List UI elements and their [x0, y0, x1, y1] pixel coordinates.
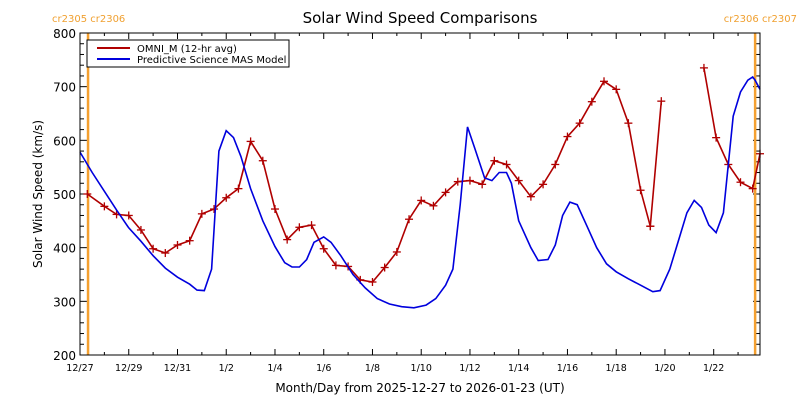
omni-data-point: [736, 178, 745, 187]
x-tick-label: 12/29: [115, 363, 142, 374]
omni-data-point: [514, 176, 523, 185]
omni-data-point: [712, 133, 721, 142]
x-tick-label: 1/18: [606, 363, 627, 374]
omni-data-point: [136, 225, 145, 234]
omni-data-point: [490, 156, 499, 165]
omni-data-point: [575, 119, 584, 128]
legend: OMNI_M (12-hr avg)Predictive Science MAS…: [86, 39, 290, 68]
x-tick-label: 1/20: [654, 363, 675, 374]
omni-data-point: [478, 180, 487, 189]
x-tick-label: 1/14: [508, 363, 529, 374]
x-tick-label: 1/8: [365, 363, 380, 374]
y-tick-label: 600: [53, 134, 76, 148]
omni-data-point: [600, 77, 609, 86]
omni-data-point: [657, 97, 666, 106]
x-tick-label: 1/6: [316, 363, 331, 374]
legend-label: OMNI_M (12-hr avg): [137, 44, 237, 55]
omni-data-point: [246, 137, 255, 146]
carrington-label: cr2305 cr2306: [52, 14, 125, 25]
omni-data-point: [234, 184, 243, 193]
x-axis: 12/27 12/29 12/31 1/2 1/4 1/6 1/8 1/10 1/12 1/14 1…: [66, 33, 739, 374]
y-axis: 200 300 400 500 600 700 800: [53, 27, 760, 363]
omni-data-point: [417, 196, 426, 205]
omni-data-point: [161, 249, 170, 258]
plot-frame: [79, 32, 761, 356]
omni-data-point: [563, 132, 572, 141]
omni-data-point: [699, 63, 708, 72]
omni-data-point: [551, 160, 560, 169]
x-tick-label: 1/12: [459, 363, 480, 374]
omni-data-point: [624, 119, 633, 128]
mas-model-line: [79, 75, 761, 309]
carrington-labels: cr2305 cr2306 cr2306 cr2307: [52, 14, 797, 25]
y-tick-label: 700: [53, 81, 76, 95]
omni-data-point: [380, 263, 389, 272]
omni-data-point: [100, 202, 109, 211]
omni-data-point: [587, 97, 596, 106]
x-tick-label: 1/10: [411, 363, 432, 374]
omni-data-point: [502, 160, 511, 169]
omni-data-point: [270, 205, 279, 214]
omni-data-point: [283, 235, 292, 244]
legend-label: Predictive Science MAS Model: [137, 55, 286, 66]
omni-data-point: [124, 211, 133, 220]
y-tick-label: 400: [53, 242, 76, 256]
omni-data-point: [405, 215, 414, 224]
x-tick-label: 12/31: [164, 363, 191, 374]
x-tick-label: 1/16: [557, 363, 578, 374]
omni-data-point: [453, 177, 462, 186]
x-tick-label: 1/22: [703, 363, 724, 374]
omni-data-point: [210, 205, 219, 214]
omni-data-point: [222, 193, 231, 202]
omni-data-point: [173, 240, 182, 249]
series-layer: [79, 33, 764, 355]
y-tick-label: 500: [53, 188, 76, 202]
omni-data-point: [307, 221, 316, 230]
x-tick-label: 12/27: [66, 363, 93, 374]
omni-data-point: [429, 201, 438, 210]
plot-area-border: [79, 32, 761, 356]
omni-data-point: [636, 186, 645, 195]
omni-data-point: [441, 188, 450, 197]
omni-data-point: [149, 244, 158, 253]
chart-title: Solar Wind Speed Comparisons: [303, 9, 538, 27]
omni-data-point: [368, 278, 377, 287]
omni-data-point: [319, 244, 328, 253]
omni-data-point: [258, 156, 267, 165]
y-tick-label: 800: [53, 27, 76, 41]
omni-line: [86, 80, 652, 283]
x-tick-label: 1/2: [219, 363, 234, 374]
omni-data-point: [331, 261, 340, 270]
omni-data-point: [646, 222, 655, 231]
omni-data-point: [392, 247, 401, 256]
legend-box: [86, 39, 290, 68]
omni-data-point: [295, 223, 304, 232]
omni-data-point: [539, 180, 548, 189]
carrington-label: cr2306 cr2307: [724, 14, 797, 25]
omni-line: [703, 67, 761, 190]
x-tick-label: 1/4: [267, 363, 282, 374]
omni-data-point: [526, 192, 535, 201]
omni-line: [649, 101, 663, 227]
y-tick-label: 300: [53, 295, 76, 309]
omni-data-point: [465, 176, 474, 185]
omni-data-point: [612, 85, 621, 94]
y-tick-label: 200: [53, 349, 76, 363]
x-axis-label: Month/Day from 2025-12-27 to 2026-01-23 …: [275, 381, 564, 395]
omni-data-point: [748, 184, 757, 193]
omni-data-point: [83, 190, 92, 198]
omni-data-point: [185, 236, 194, 245]
omni-data-point: [197, 209, 206, 218]
y-axis-label: Solar Wind Speed (km/s): [31, 120, 45, 268]
